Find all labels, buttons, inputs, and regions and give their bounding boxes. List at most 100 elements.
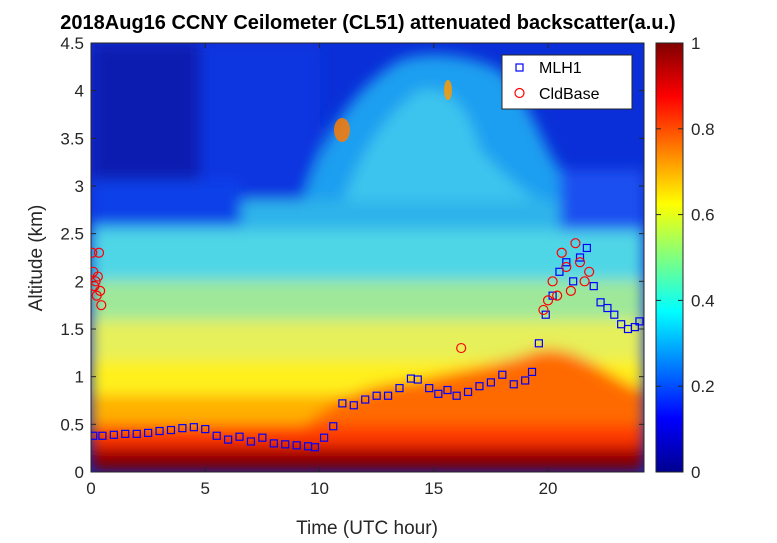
- x-tick-label: 20: [539, 479, 558, 498]
- mlh1-point: [521, 376, 530, 385]
- mlh1-point: [562, 258, 571, 267]
- x-tick-label: 5: [201, 479, 210, 498]
- mlh1-point: [569, 277, 578, 286]
- cldbase-point: [93, 247, 105, 258]
- cldbase-point: [96, 300, 107, 311]
- mlh1-point: [589, 282, 598, 291]
- cldbase-point: [561, 261, 572, 273]
- mlh1-point: [630, 322, 639, 332]
- mlh1-point: [166, 425, 176, 435]
- mlh1-point: [434, 389, 443, 398]
- chart-title: 2018Aug16 CCNY Ceilometer (CL51) attenua…: [60, 12, 675, 34]
- colorbar-tick-label: 0.8: [691, 120, 715, 139]
- mlh1-point: [319, 433, 329, 442]
- backscatter-heatmap: [91, 43, 644, 472]
- colorbar-tick-label: 0: [691, 463, 700, 482]
- legend: MLH1 CldBase: [501, 54, 633, 110]
- mlh1-point: [486, 378, 495, 387]
- y-tick-label: 1.5: [60, 320, 84, 339]
- mlh1-point: [258, 433, 267, 442]
- cldbase-point: [584, 266, 595, 277]
- y-tick-label: 3: [75, 177, 84, 196]
- y-tick-label: 2.5: [60, 225, 84, 244]
- mlh1-point: [463, 387, 473, 397]
- cldbase-point: [542, 295, 554, 306]
- mlh1-point: [98, 431, 107, 440]
- colorbar-tick-label: 0.2: [691, 377, 715, 396]
- cldbase-point: [538, 304, 549, 316]
- mlh1-point: [178, 424, 187, 433]
- mlh1-point: [527, 367, 537, 376]
- y-tick-label: 1: [75, 368, 84, 387]
- mlh1-point: [383, 391, 393, 400]
- mlh1-point: [269, 439, 278, 448]
- mlh1-point: [534, 339, 543, 348]
- mlh1-point: [189, 423, 198, 432]
- cldbase-point: [579, 276, 590, 287]
- cldbase-point: [552, 290, 563, 301]
- colorbar-tick-label: 0.4: [691, 291, 715, 310]
- cldbase-point: [92, 271, 103, 282]
- mlh1-point: [91, 431, 98, 440]
- x-tick-label: 10: [310, 479, 329, 498]
- mlh1-point: [144, 428, 153, 438]
- mlh1-point: [155, 426, 164, 436]
- x-tick-label: 15: [424, 479, 443, 498]
- mlh1-point: [443, 385, 452, 395]
- mlh1-point: [582, 243, 591, 253]
- cldbase-point: [95, 285, 106, 296]
- mlh1-point: [475, 382, 484, 391]
- y-tick-label: 0.5: [60, 415, 84, 434]
- mlh1-point: [109, 430, 118, 439]
- colorbar-tick-label: 1: [691, 34, 700, 53]
- cldbase-point: [556, 247, 567, 258]
- mlh1-point: [617, 320, 626, 329]
- x-tick-label: 0: [86, 479, 95, 498]
- cldbase-point: [570, 238, 581, 249]
- cldbase-point: [547, 276, 558, 287]
- y-tick-label: 0: [75, 463, 84, 482]
- colorbar: 0 0.2 0.4 0.6 0.8 1: [655, 34, 715, 482]
- mlh1-point: [281, 440, 290, 449]
- cldbase-point: [91, 247, 98, 258]
- y-tick-label: 2: [75, 272, 84, 291]
- mlh1-point: [413, 375, 422, 384]
- mlh1-point: [425, 384, 434, 393]
- mlh1-point: [310, 443, 320, 452]
- mlh1-point: [635, 317, 644, 326]
- mlh1-point: [575, 253, 585, 262]
- colorbar-tick-label: 0.6: [691, 206, 715, 225]
- y-axis-label: Altitude (km): [26, 205, 47, 312]
- cldbase-point: [565, 285, 576, 296]
- x-axis-ticks: 0 5 10 15 20: [86, 43, 557, 498]
- mlh1-point: [292, 441, 301, 450]
- cldbase-point: [456, 342, 467, 354]
- mlh1-point: [246, 437, 256, 446]
- legend-mlh1-label: MLH1: [539, 60, 582, 77]
- mlh1-point: [121, 429, 130, 438]
- mlh1-point: [498, 370, 507, 379]
- x-axis-label: Time (UTC hour): [296, 518, 438, 539]
- mlh1-point: [509, 380, 518, 389]
- cldbase-point: [91, 276, 101, 287]
- cldbase-point: [574, 257, 586, 268]
- y-tick-label: 3.5: [60, 129, 84, 148]
- mlh1-point: [361, 395, 370, 404]
- mlh1-point: [610, 310, 619, 319]
- mlh1-point: [329, 422, 338, 431]
- cldbase-series: [91, 238, 595, 354]
- mlh1-point: [132, 429, 141, 438]
- y-axis-ticks: 0 0.5 1 1.5 2 2.5 3 3.5 4 4.5: [60, 34, 644, 482]
- mlh1-point: [395, 384, 404, 393]
- mlh1-point: [596, 298, 605, 307]
- legend-cldbase-marker: [514, 87, 525, 99]
- mlh1-point: [201, 425, 210, 434]
- y-tick-label: 4: [75, 82, 84, 101]
- y-tick-label: 4.5: [60, 34, 84, 53]
- mlh1-point: [372, 391, 381, 400]
- mlh1-point: [452, 391, 461, 400]
- legend-cldbase-label: CldBase: [539, 86, 600, 103]
- mlh1-point: [224, 435, 233, 444]
- colorbar-ticks: 0 0.2 0.4 0.6 0.8 1: [656, 34, 715, 482]
